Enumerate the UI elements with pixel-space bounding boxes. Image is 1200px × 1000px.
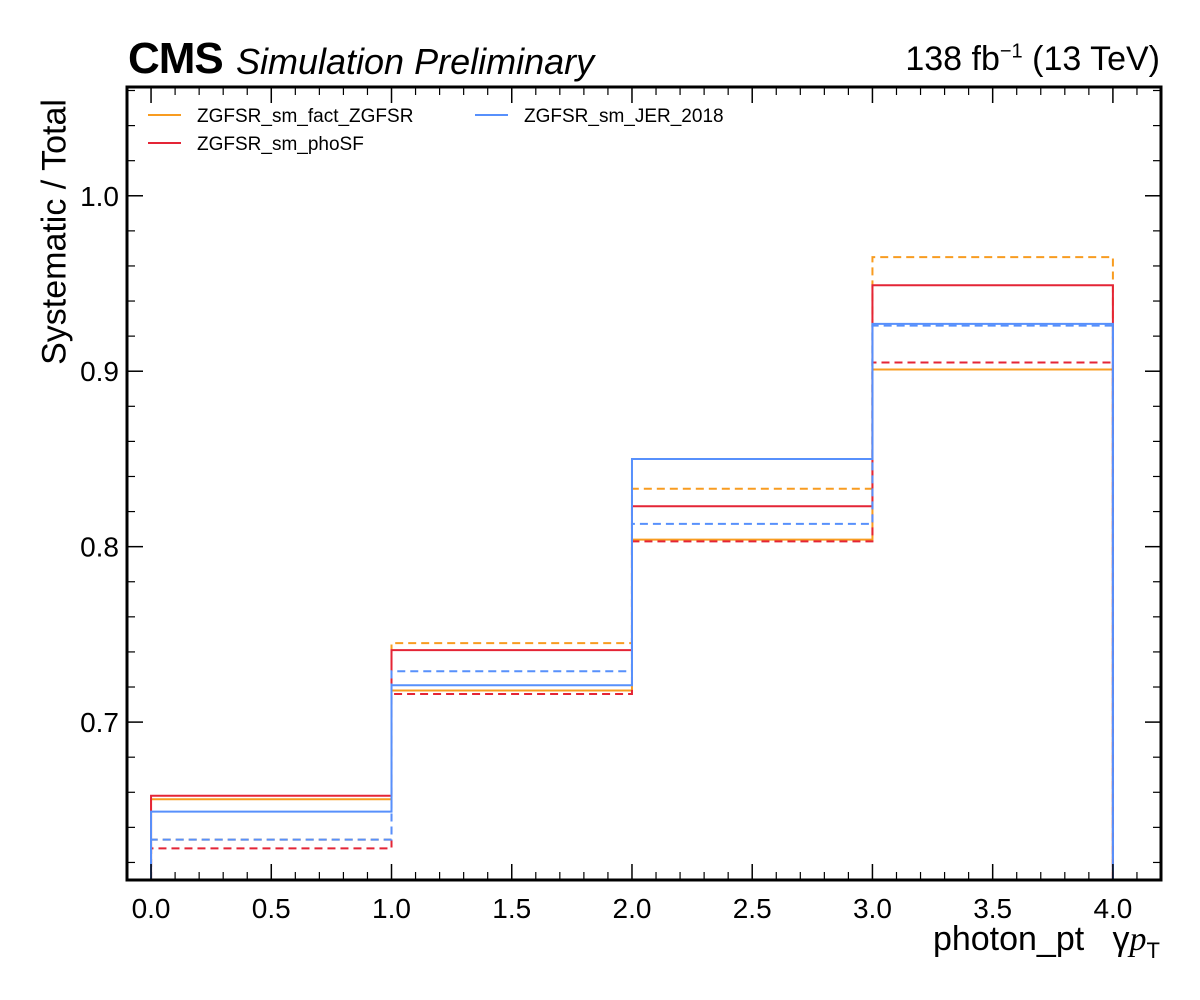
tick-layer: 0.0 0.5 1.0 1.5 2.0 2.5 3.0 3.5 4.0 0.7 0.8 0.9 1.0 bbox=[80, 87, 1162, 924]
legend-entry-label: ZGFSR_sm_phoSF bbox=[197, 134, 364, 155]
y-tick-label: 0.9 bbox=[80, 356, 119, 387]
x-tick-label: 1.0 bbox=[372, 893, 411, 924]
x-axis-label-prefix: photon_pt bbox=[932, 920, 1085, 958]
series-4-solid-line bbox=[150, 322, 1114, 880]
x-tick-label: 2.5 bbox=[733, 893, 772, 924]
legend-entry-label: ZGFSR_sm_fact_ZGFSR bbox=[197, 106, 413, 127]
x-axis-label: photon_pt γpT bbox=[933, 920, 1160, 964]
status-label: Simulation Preliminary bbox=[236, 41, 595, 82]
series-layer bbox=[150, 256, 1114, 880]
lumi-value: 138 fb bbox=[905, 40, 1000, 78]
x-tick-label: 3.5 bbox=[973, 893, 1012, 924]
lumi-energy: (13 TeV) bbox=[1022, 40, 1160, 78]
x-tick-label: 1.5 bbox=[492, 893, 531, 924]
y-tick-label: 0.8 bbox=[80, 532, 119, 563]
y-tick-label: 0.7 bbox=[80, 707, 119, 738]
x-tick-label: 4.0 bbox=[1093, 893, 1132, 924]
x-tick-label: 0.5 bbox=[252, 893, 291, 924]
series-5-dashed-line bbox=[150, 324, 1114, 880]
x-axis-label-sub: T bbox=[1146, 937, 1160, 963]
experiment-label: CMS bbox=[128, 34, 224, 83]
y-tick-label: 1.0 bbox=[80, 181, 119, 212]
legend: ZGFSR_sm_fact_ZGFSR ZGFSR_sm_phoSF ZGFSR_s… bbox=[148, 106, 724, 155]
plot-frame bbox=[125, 85, 1163, 882]
x-tick-label: 0.0 bbox=[132, 893, 171, 924]
luminosity-label: 138 fb−1 (13 TeV) bbox=[905, 40, 1160, 79]
legend-entry-label: ZGFSR_sm_JER_2018 bbox=[524, 106, 724, 127]
x-tick-label: 2.0 bbox=[613, 893, 652, 924]
x-axis-label-p: p bbox=[1129, 921, 1147, 958]
lumi-exponent: −1 bbox=[999, 40, 1023, 63]
x-axis-label-gamma: γ bbox=[1112, 920, 1130, 958]
x-tick-label: 3.0 bbox=[853, 893, 892, 924]
